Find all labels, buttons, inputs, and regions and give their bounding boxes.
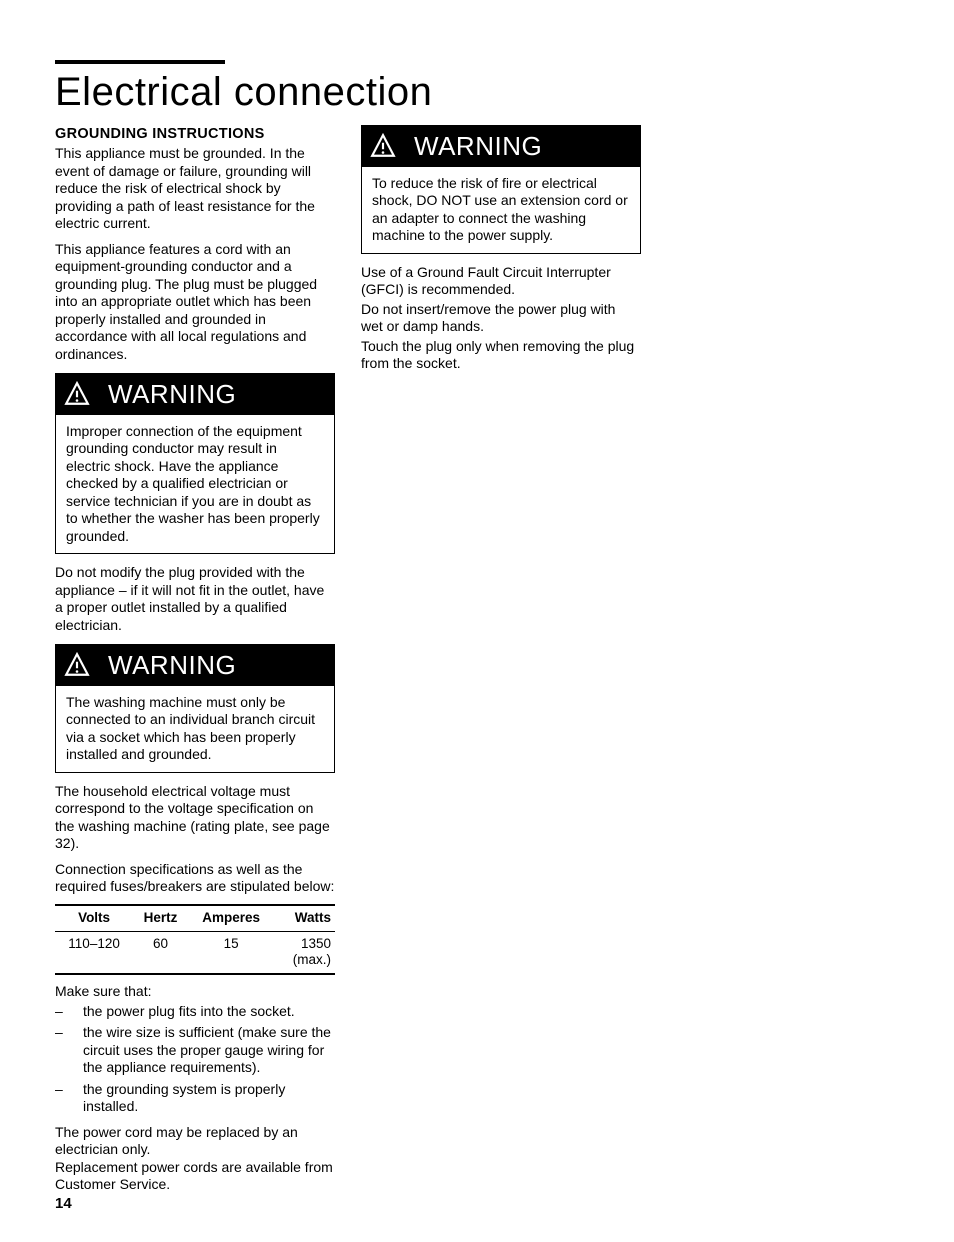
paragraph: Do not modify the plug provided with the… [55,564,335,634]
spec-table: Volts Hertz Amperes Watts 110–120 60 15 … [55,904,335,976]
list-item: the wire size is sufficient (make sure t… [55,1024,335,1077]
warning-body: Improper connection of the equipment gro… [56,415,334,554]
paragraph: Connection specifications as well as the… [55,861,335,896]
warning-header: WARNING [56,645,334,686]
header-rule [55,60,225,64]
warning-box: WARNING To reduce the risk of fire or el… [361,125,641,254]
list-item: the power plug fits into the socket. [55,1003,335,1021]
table-header-row: Volts Hertz Amperes Watts [55,905,335,931]
col-header: Amperes [188,905,274,931]
paragraph: The power cord may be replaced by an ele… [55,1124,335,1159]
table-row: 110–120 60 15 1350 (max.) [55,931,335,974]
warning-triangle-icon [64,652,90,678]
warning-triangle-icon [370,133,396,159]
warning-label: WARNING [108,649,236,682]
warning-label: WARNING [108,378,236,411]
paragraph: This appliance must be grounded. In the … [55,145,335,233]
paragraph: Use of a Ground Fault Circuit Interrupte… [361,264,641,299]
warning-label: WARNING [414,130,542,163]
page-number: 14 [55,1195,72,1212]
col-header: Hertz [133,905,188,931]
col-header: Watts [274,905,335,931]
paragraph: Replacement power cords are available fr… [55,1159,335,1194]
paragraph: The household electrical voltage must co… [55,783,335,853]
grounding-heading: GROUNDING INSTRUCTIONS [55,125,335,143]
paragraph: Touch the plug only when removing the pl… [361,338,641,373]
table-cell: 15 [188,931,274,974]
col-header: Volts [55,905,133,931]
table-cell: 1350 (max.) [274,931,335,974]
warning-header: WARNING [362,126,640,167]
paragraph: Do not insert/remove the power plug with… [361,301,641,336]
table-cell: 110–120 [55,931,133,974]
paragraph: This appliance features a cord with an e… [55,241,335,364]
left-column: GROUNDING INSTRUCTIONS This appliance mu… [55,121,335,1202]
warning-header: WARNING [56,374,334,415]
warning-box: WARNING Improper connection of the equip… [55,373,335,554]
warning-body: The washing machine must only be connect… [56,686,334,772]
watts-note: (max.) [293,952,331,967]
page-title: Electrical connection [55,70,899,115]
warning-box: WARNING The washing machine must only be… [55,644,335,773]
watts-value: 1350 [301,936,331,951]
checklist: the power plug fits into the socket. the… [55,1003,335,1116]
document-page: Electrical connection GROUNDING INSTRUCT… [0,0,954,1242]
warning-triangle-icon [64,381,90,407]
paragraph: Make sure that: [55,983,335,1001]
right-column: WARNING To reduce the risk of fire or el… [361,121,641,1202]
table-cell: 60 [133,931,188,974]
content-columns: GROUNDING INSTRUCTIONS This appliance mu… [55,121,899,1202]
list-item: the grounding system is properly install… [55,1081,335,1116]
warning-body: To reduce the risk of fire or electrical… [362,167,640,253]
